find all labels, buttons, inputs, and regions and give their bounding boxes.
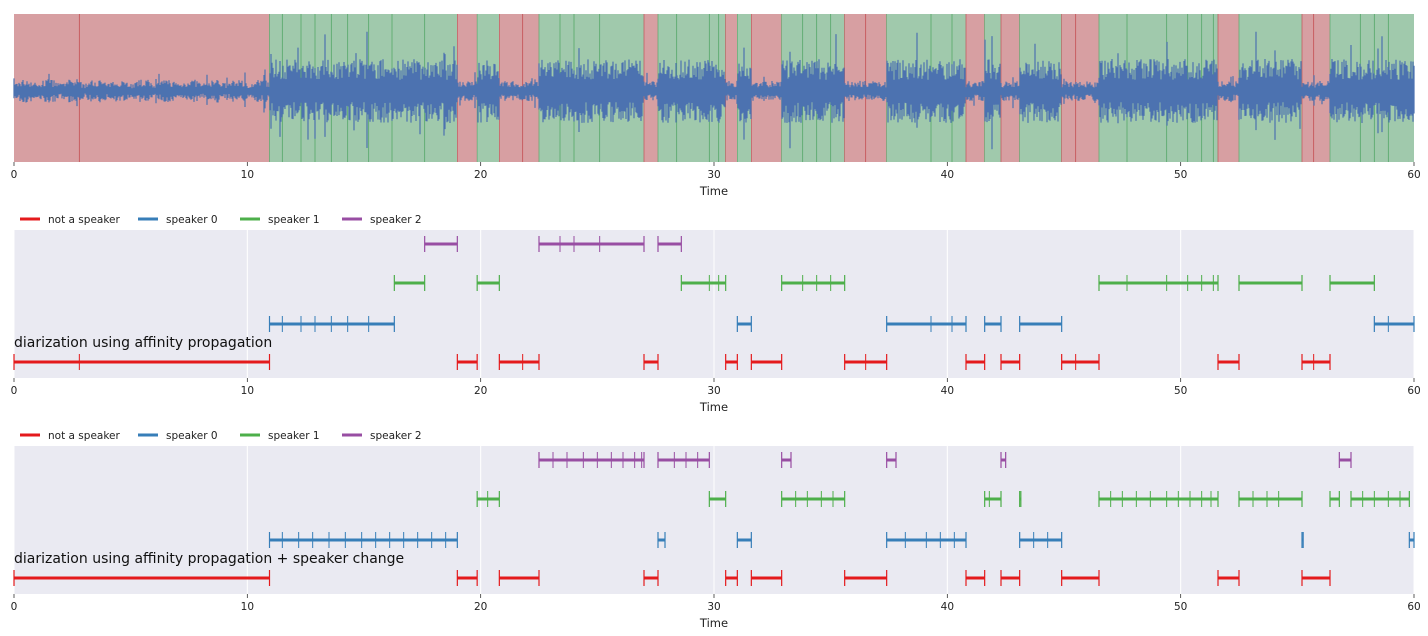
x-tick-label: 0: [11, 601, 18, 613]
x-tick-label: 30: [707, 601, 720, 613]
x-tick-label: 40: [941, 385, 954, 397]
x-tick-label: 30: [707, 169, 720, 181]
legend-label: speaker 1: [268, 214, 320, 226]
x-tick-label: 10: [241, 601, 254, 613]
legend-label: speaker 2: [370, 214, 422, 226]
x-tick-label: 20: [474, 169, 487, 181]
x-tick-label: 10: [241, 169, 254, 181]
waveform-line: [13, 31, 1415, 150]
x-tick-label: 50: [1174, 169, 1187, 181]
x-tick-label: 20: [474, 385, 487, 397]
x-tick-label: 40: [941, 169, 954, 181]
legend-label: speaker 0: [166, 430, 218, 442]
x-tick-label: 10: [241, 385, 254, 397]
affinity-propagation-panel: not a speaker speaker 0 speaker 1 speaker 2…: [11, 214, 1421, 414]
x-tick-label: 50: [1174, 601, 1187, 613]
x-tick-label: 60: [1407, 385, 1420, 397]
x-axis-label: Time: [699, 400, 728, 414]
x-tick-label: 0: [11, 169, 18, 181]
x-axis-label: Time: [699, 616, 728, 630]
x-tick-label: 30: [707, 385, 720, 397]
x-axis-label: Time: [699, 184, 728, 198]
x-tick-label: 40: [941, 601, 954, 613]
x-tick-label: 0: [11, 385, 18, 397]
x-tick-label: 60: [1407, 169, 1420, 181]
affinity-propagation-speaker-change-panel: not a speaker speaker 0 speaker 1 speaker 2…: [11, 430, 1421, 630]
x-tick-label: 60: [1407, 601, 1420, 613]
x-tick-label: 20: [474, 601, 487, 613]
legend-label: speaker 1: [268, 430, 320, 442]
legend-label: speaker 0: [166, 214, 218, 226]
x-tick-label: 50: [1174, 385, 1187, 397]
legend-label: not a speaker: [48, 430, 121, 442]
waveform-panel: 0 10 20 30 40 50 60 Time: [11, 14, 1421, 198]
legend-label: speaker 2: [370, 430, 422, 442]
panel-annotation: diarization using affinity propagation: [14, 335, 272, 351]
panel-annotation: diarization using affinity propagation +…: [14, 551, 404, 567]
legend-label: not a speaker: [48, 214, 121, 226]
